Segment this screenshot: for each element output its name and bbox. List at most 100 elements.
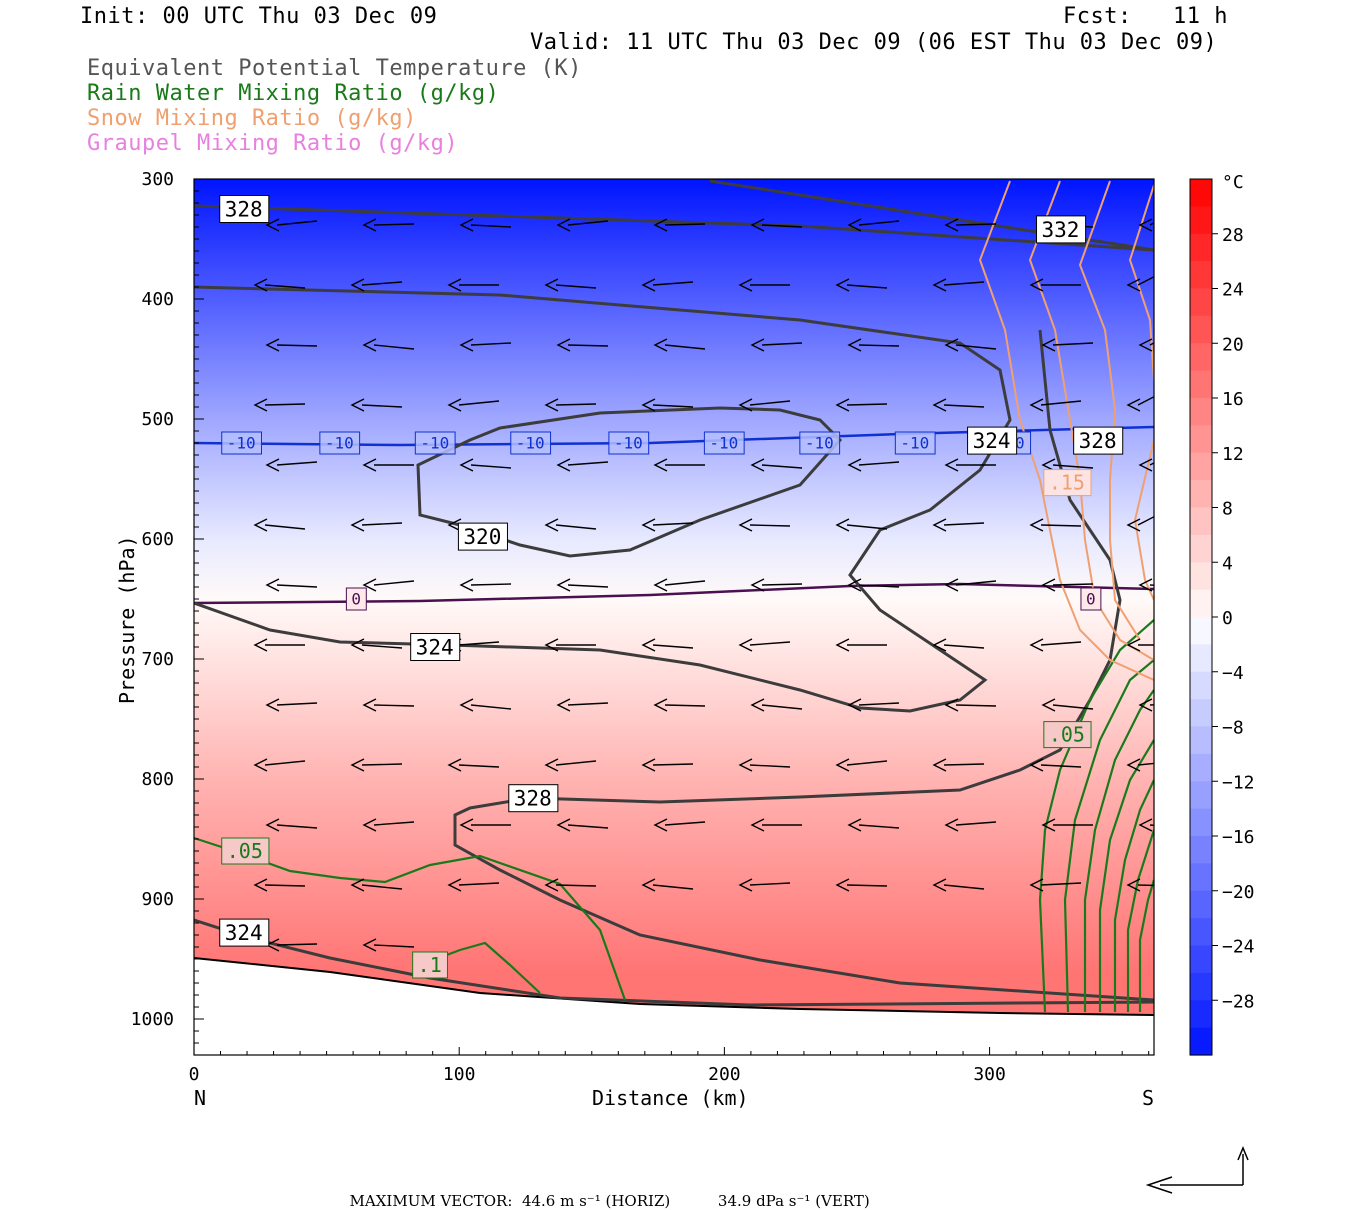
colorbar-bin xyxy=(1190,343,1212,372)
wind-vector xyxy=(749,764,791,768)
svg-text:.1: .1 xyxy=(418,953,442,977)
wind-vector-head xyxy=(253,278,268,292)
colorbar-tick-label: 12 xyxy=(1222,444,1244,465)
max-vector-label: MAXIMUM VECTOR: xyxy=(349,1192,513,1210)
wind-vector-head xyxy=(556,458,571,472)
wind-vector xyxy=(858,461,900,466)
wind-vector xyxy=(1052,464,1094,469)
wind-vector xyxy=(470,583,512,586)
wind-vector xyxy=(858,824,900,829)
colorbar-bin xyxy=(1190,617,1212,645)
wind-vector xyxy=(664,821,706,826)
x-axis: 0 100 200 300 xyxy=(189,1047,1150,1085)
colorbar-bin xyxy=(1190,507,1212,536)
wind-vector xyxy=(276,220,318,226)
wind-vector-head xyxy=(1029,758,1044,772)
wind-vector-head xyxy=(459,818,474,832)
wind-vector xyxy=(276,461,318,466)
wind-vector xyxy=(276,702,318,706)
svg-text:.05: .05 xyxy=(227,839,263,863)
rain-label: .05 xyxy=(1043,721,1092,749)
wind-vector-head xyxy=(944,698,959,712)
svg-text:-10: -10 xyxy=(900,434,929,453)
isotherm-label: -10 xyxy=(799,431,841,455)
wind-vector-head xyxy=(253,758,268,772)
max-vector-vert: 34.9 dPa s⁻¹ (VERT) xyxy=(717,1192,870,1210)
wind-vector-head xyxy=(641,278,656,292)
wind-vector-head xyxy=(447,398,462,412)
svg-text:-10: -10 xyxy=(614,434,643,453)
wind-vector-head xyxy=(932,278,947,292)
wind-vector-head xyxy=(544,758,559,772)
wind-vector-head xyxy=(847,578,862,592)
wind-vector xyxy=(1040,641,1082,646)
wind-vector-head xyxy=(265,578,280,592)
y-tick-label: 900 xyxy=(141,889,174,910)
wind-vector xyxy=(1149,704,1154,706)
wind-vector xyxy=(1137,884,1154,887)
wind-vector xyxy=(458,400,500,406)
wind-vector xyxy=(276,824,318,829)
wind-vector-head xyxy=(556,578,571,592)
wind-vector xyxy=(652,644,694,649)
wind-vector-head xyxy=(653,578,668,592)
colorbar-bin xyxy=(1190,562,1212,591)
wind-vector xyxy=(264,403,306,406)
wind-vector xyxy=(470,342,512,346)
theta-e-label: 328 xyxy=(219,195,270,223)
wind-vector xyxy=(567,584,609,588)
wind-vector xyxy=(846,524,888,530)
wind-vectors xyxy=(253,218,1154,952)
svg-text:328: 328 xyxy=(514,787,552,811)
wind-vector xyxy=(373,223,415,226)
colorbar-bin xyxy=(1190,425,1212,454)
svg-text:.05: .05 xyxy=(1049,723,1085,747)
colorbar-tick-label: 8 xyxy=(1222,499,1233,520)
isotherm-label: -10 xyxy=(221,431,262,455)
wind-vector-head xyxy=(544,398,559,412)
wind-vector xyxy=(458,764,500,768)
colorbar-bin xyxy=(1190,644,1212,673)
theta-e-label: 328 xyxy=(508,784,559,813)
wind-vector xyxy=(361,884,403,890)
wind-vector-head xyxy=(544,878,559,892)
wind-vector-head xyxy=(653,218,668,232)
wind-vector-head xyxy=(847,218,862,232)
forecast-hour: Fcst: 11 h xyxy=(1063,4,1228,29)
wind-vector-head xyxy=(253,638,268,652)
wind-vector-head xyxy=(362,458,377,472)
wind-vector-head xyxy=(1138,578,1153,592)
wind-vector xyxy=(664,344,706,350)
colorbar-tick-label: 0 xyxy=(1222,608,1233,629)
wind-vector xyxy=(761,224,803,228)
wind-vector-head xyxy=(750,698,765,712)
wind-vector-head xyxy=(1138,698,1153,712)
colorbar-tick-label: 24 xyxy=(1222,280,1244,301)
wind-vector-head xyxy=(1126,758,1141,772)
wind-vector xyxy=(555,524,597,530)
wind-vector-head xyxy=(835,878,850,892)
svg-text:.15: .15 xyxy=(1049,471,1085,495)
legend-rain: Rain Water Mixing Ratio (g/kg) xyxy=(87,81,500,106)
isotherm-0 xyxy=(194,582,1154,605)
colorbar-bin xyxy=(1190,918,1212,947)
colorbar-tick-label: 28 xyxy=(1222,225,1244,246)
wind-vector xyxy=(652,281,694,286)
colorbar-bin xyxy=(1190,699,1212,728)
wind-vector xyxy=(652,763,694,766)
wind-vector-head xyxy=(1126,518,1141,532)
wind-vector-head xyxy=(350,518,365,532)
wind-vector xyxy=(567,702,609,706)
wind-vector xyxy=(761,704,803,710)
wind-vector xyxy=(555,760,597,766)
colorbar-bin xyxy=(1190,534,1212,563)
rain-label: .05 xyxy=(221,837,270,865)
wind-vector xyxy=(943,644,985,649)
wind-vector-head xyxy=(738,278,753,292)
wind-vector-head xyxy=(1029,398,1044,412)
svg-text:332: 332 xyxy=(1042,218,1080,242)
wind-vector xyxy=(846,760,888,766)
wind-vector xyxy=(652,522,694,526)
x-end-south: S xyxy=(1142,1086,1154,1110)
wind-vector xyxy=(1149,462,1154,466)
